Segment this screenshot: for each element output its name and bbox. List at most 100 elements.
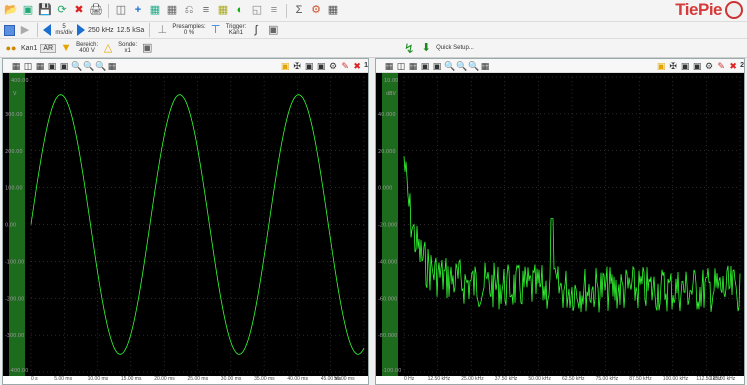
presamples-control[interactable]: Presamples: 0 % bbox=[172, 24, 205, 36]
table-icon[interactable]: ▦ bbox=[327, 4, 339, 16]
list-icon[interactable]: ≡ bbox=[270, 4, 278, 16]
scope-panel: ▦ ◫ ▦ ▣ ▣ 🔍 🔍 🔍 ▦ ▣ ✠ ▣ ▣ ⚙ ✎ ✖ 1 400.00… bbox=[2, 58, 369, 385]
y-tick-label: 0.000 bbox=[378, 186, 392, 192]
spectrum-graph: 10.00 -100.00 dBV 40.000 20.000 0.000 -20.000 -… bbox=[378, 73, 741, 376]
cursor-icon[interactable]: ✠ bbox=[669, 60, 677, 71]
brand-logo-icon bbox=[725, 1, 743, 19]
table-icon[interactable]: ▦ bbox=[107, 60, 117, 71]
measure-icon[interactable]: ▦ bbox=[166, 4, 178, 16]
toolbar-divider bbox=[286, 3, 287, 18]
grid-icon[interactable]: ▦ bbox=[35, 60, 45, 71]
trigger-control[interactable]: Trigger: Kan1 bbox=[226, 24, 246, 36]
x-tick-label: 45.00 ms bbox=[320, 376, 342, 382]
settings-icon[interactable]: ⚙ bbox=[311, 4, 321, 16]
x-tick-label: 20.00 ms bbox=[154, 376, 175, 382]
x-tick-label: 30.00 ms bbox=[220, 376, 242, 382]
zoom-reset-icon[interactable]: 🔍 bbox=[468, 60, 480, 71]
scope-plot[interactable]: 400.00 -400.00 V 300.00 200.00 100.00 0.00 -100… bbox=[3, 73, 368, 376]
spectrum-plot[interactable]: 10.00 -100.00 dBV 40.000 20.000 0.000 -20.000 -… bbox=[376, 73, 744, 376]
time-decrease-icon[interactable] bbox=[43, 24, 51, 36]
y-tick-label: -40.000 bbox=[378, 259, 397, 265]
channel-bar[interactable] bbox=[382, 73, 398, 376]
zoom-reset-icon[interactable]: 🔍 bbox=[95, 60, 107, 71]
range-control[interactable]: Bereich: 400 V bbox=[76, 42, 98, 54]
probe-settings-icon[interactable]: ▣ bbox=[141, 41, 153, 54]
zoom-out-icon[interactable]: 🔍 bbox=[456, 60, 468, 71]
pen-icon[interactable]: ✎ bbox=[341, 60, 349, 71]
probe-control[interactable]: Sonde: x1 bbox=[118, 42, 137, 54]
sample-rate[interactable]: 250 kHz bbox=[88, 26, 114, 34]
trigger-settings-icon[interactable]: ▣ bbox=[267, 23, 279, 36]
zoom-in-icon[interactable]: 🔍 bbox=[71, 60, 83, 71]
comment-icon[interactable]: ▣ bbox=[280, 60, 290, 71]
acquisition-toolbar: ▶ 5 ms/div 250 kHz 12.5 kSa ⊥ Presamples… bbox=[0, 22, 747, 39]
layout-icon[interactable]: ◫ bbox=[396, 60, 406, 71]
cursor-icon[interactable]: ⎌ bbox=[184, 4, 194, 16]
zoom-in-icon[interactable]: 🔍 bbox=[444, 60, 456, 71]
brand-logo-text: TiePie bbox=[675, 0, 722, 19]
x-tick-label: 75.00 kHz bbox=[595, 376, 619, 382]
chart-icon[interactable]: ▦ bbox=[11, 60, 21, 71]
cursor-icon[interactable]: ✠ bbox=[293, 60, 301, 71]
record-length[interactable]: 12.5 kSa bbox=[116, 26, 145, 34]
grid-icon[interactable]: ▦ bbox=[217, 4, 229, 16]
time-increase-icon[interactable] bbox=[77, 24, 85, 36]
trigger-position-icon: ⊤ bbox=[210, 23, 221, 36]
channel-bar[interactable] bbox=[9, 73, 25, 376]
layout-icon[interactable]: ◫ bbox=[23, 60, 33, 71]
grid-icon[interactable]: ▦ bbox=[408, 60, 418, 71]
x-tick-label: 62.50 kHz bbox=[562, 376, 585, 382]
quick-setup[interactable]: ↯ ⬇ Quick Setup... bbox=[402, 41, 474, 55]
zoom-out-icon[interactable]: 🔍 bbox=[83, 60, 95, 71]
new-icon[interactable]: ▣ bbox=[22, 4, 34, 16]
sum-icon[interactable]: Σ bbox=[295, 4, 303, 16]
channel-toolbar: ●● Kan1 AR ▼ Bereich: 400 V △ Sonde: x1 … bbox=[0, 39, 747, 58]
x-tick-label: 12.50 kHz bbox=[427, 376, 451, 382]
level-icon[interactable]: ≡ bbox=[202, 4, 210, 16]
print-icon[interactable]: 🖨 bbox=[89, 4, 103, 16]
probe-label: Sonde: bbox=[118, 42, 138, 48]
chart-icon[interactable]: ▦ bbox=[384, 60, 394, 71]
channel-enable-icon[interactable]: ●● bbox=[5, 42, 17, 53]
screen-icon[interactable]: ▣ bbox=[432, 60, 442, 71]
filter-icon[interactable]: ▼ bbox=[60, 41, 72, 54]
trigger-value: Kan1 bbox=[228, 30, 243, 36]
close-icon[interactable]: ✖ bbox=[729, 60, 737, 71]
save-icon[interactable]: 💾 bbox=[38, 4, 52, 16]
open-folder-icon[interactable]: 📂 bbox=[4, 4, 18, 16]
zoom-icon[interactable]: ◱ bbox=[251, 4, 263, 16]
display-icon[interactable]: ▣ bbox=[47, 60, 57, 71]
delete-icon[interactable]: ✖ bbox=[74, 4, 84, 16]
color-icon[interactable]: ◐ bbox=[236, 4, 244, 16]
channel-name[interactable]: Kan1 bbox=[21, 44, 38, 52]
x-tick-label: 112.50 kHz bbox=[696, 376, 722, 382]
screen-icon[interactable]: ▣ bbox=[59, 60, 69, 71]
presamples-label: Presamples: bbox=[172, 24, 206, 30]
x-tick-label: 40.00 ms bbox=[287, 376, 308, 382]
settings-icon[interactable]: ⚙ bbox=[329, 60, 338, 71]
settings-icon[interactable]: ⚙ bbox=[705, 60, 714, 71]
close-icon[interactable]: ✖ bbox=[353, 60, 361, 71]
display-icon[interactable]: ▣ bbox=[420, 60, 430, 71]
table-icon[interactable]: ▦ bbox=[480, 60, 490, 71]
window-icon[interactable]: ◫ bbox=[115, 4, 127, 16]
channel-display-icon[interactable]: ▣ bbox=[680, 60, 690, 71]
refresh-icon[interactable]: ⟳ bbox=[57, 4, 67, 16]
pen-icon[interactable]: ✎ bbox=[717, 60, 725, 71]
comment-icon[interactable]: ▣ bbox=[656, 60, 666, 71]
x-tick-label: 100.00 kHz bbox=[662, 376, 689, 382]
play-icon[interactable]: ▶ bbox=[20, 23, 30, 36]
x-tick-label: 0 Hz bbox=[404, 376, 415, 382]
y-bottom-label: -400.00 bbox=[9, 368, 28, 374]
chart-icon[interactable]: ▦ bbox=[149, 4, 161, 16]
x-tick-label: 0 s bbox=[31, 376, 38, 382]
export-icon[interactable]: ▣ bbox=[692, 60, 702, 71]
export-icon[interactable]: ▣ bbox=[316, 60, 326, 71]
scope-panel-toolbar: ▦ ◫ ▦ ▣ ▣ 🔍 🔍 🔍 ▦ ▣ ✠ ▣ ▣ ⚙ ✎ ✖ 1 bbox=[3, 59, 368, 73]
add-icon[interactable]: + bbox=[134, 4, 142, 16]
auto-range-button[interactable]: AR bbox=[40, 43, 57, 53]
stop-icon[interactable] bbox=[4, 24, 15, 36]
channel-display-icon[interactable]: ▣ bbox=[304, 60, 314, 71]
range-label: Bereich: bbox=[76, 42, 99, 48]
trigger-edge-icon[interactable]: ∫ bbox=[254, 23, 258, 36]
